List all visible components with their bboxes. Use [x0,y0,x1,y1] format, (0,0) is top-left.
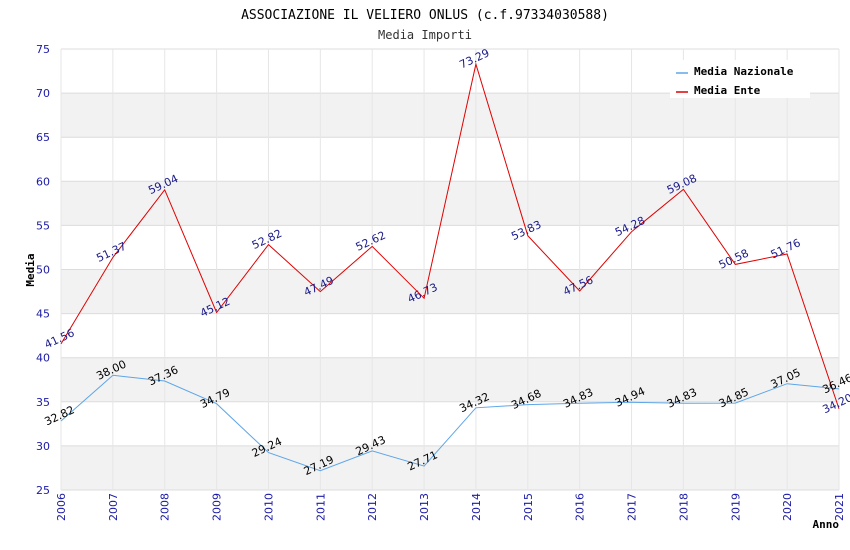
y-tick-label: 35 [36,396,50,409]
x-tick-label: 2010 [262,493,275,521]
x-tick-label: 2013 [418,493,431,521]
y-axis-title: Media [24,253,37,286]
x-tick-label: 2017 [626,493,639,521]
grid-band [61,269,839,314]
legend-label-media-nazionale: Media Nazionale [694,65,794,78]
series-lines [60,62,840,472]
x-tick-label: 2020 [781,493,794,521]
legend: Media Nazionale Media Ente [670,60,810,98]
y-tick-label: 45 [36,308,50,321]
y-tick-label: 25 [36,484,50,497]
grid-band [61,93,839,138]
grid-band [61,137,839,182]
x-tick-label: 2016 [574,493,587,521]
x-tick-label: 2006 [55,493,68,521]
grid-band [61,445,839,490]
x-tick-label: 2012 [366,493,379,521]
y-tick-label: 60 [36,175,50,188]
grid-band [61,225,839,270]
x-tick-label: 2007 [107,493,120,521]
x-tick-label: 2015 [522,493,535,521]
grid-band [61,357,839,402]
grid-band [61,313,839,358]
grid-band [61,181,839,226]
x-tick-label: 2008 [159,493,172,521]
legend-label-media-ente: Media Ente [694,84,761,97]
x-tick-label: 2011 [314,493,327,521]
grid-band [61,401,839,446]
y-tick-label: 50 [36,264,50,277]
x-tick-label: 2018 [677,493,690,521]
x-axis-ticks: 2006 2007 2008 2009 2010 2011 2012 2013 2014 2015… [55,493,846,521]
y-tick-label: 30 [36,440,50,453]
grid-bands [60,48,840,491]
series-line-media-nazionale [60,374,840,472]
y-tick-label: 75 [36,43,50,56]
x-tick-label: 2021 [833,493,846,521]
y-axis-ticks: 25 30 35 40 45 50 55 60 65 70 75 [36,43,50,497]
x-axis-title: Anno [813,518,840,531]
y-tick-label: 70 [36,87,50,100]
chart-title: ASSOCIAZIONE IL VELIERO ONLUS (c.f.97334… [241,8,609,23]
chart-subtitle: Media Importi [378,28,472,42]
y-tick-label: 40 [36,352,50,365]
x-tick-label: 2009 [211,493,224,521]
x-tick-label: 2019 [729,493,742,521]
series-line-media-ente [60,62,840,410]
y-tick-label: 65 [36,131,50,144]
x-tick-label: 2014 [470,493,483,521]
legend-box [670,60,810,98]
y-tick-label: 55 [36,219,50,232]
